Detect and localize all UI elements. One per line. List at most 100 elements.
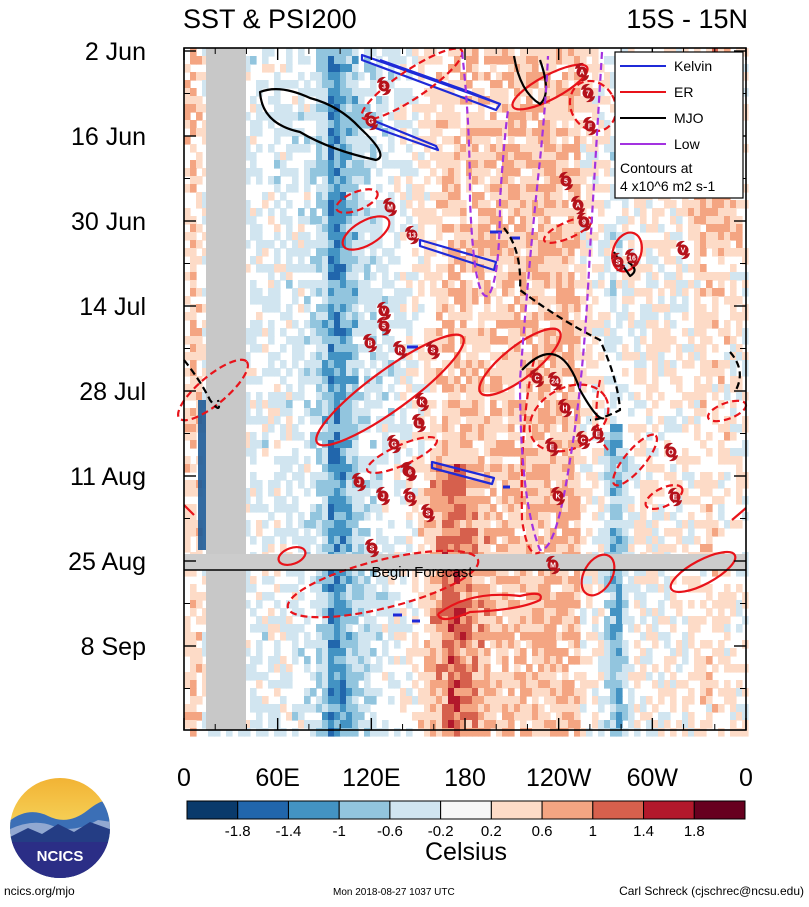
mjo-dashed-contour [503, 227, 622, 422]
tropical-cyclone-marker: F [583, 116, 597, 136]
colorbar-swatch [541, 800, 594, 820]
colorbar-swatch [592, 800, 645, 820]
colorbar-tick-label: -1.8 [225, 823, 251, 840]
tropical-cyclone-marker: G [364, 111, 378, 131]
colorbar-tick-label: -0.6 [377, 823, 403, 840]
kelvin-contour [369, 118, 440, 152]
colorbar-swatch [440, 800, 492, 820]
cold-anomaly-strip [198, 400, 206, 550]
tropical-cyclone-marker: A [571, 195, 585, 215]
colorbar-tick-label: -1 [333, 823, 346, 840]
tropical-cyclone-marker: L [412, 413, 426, 433]
tropical-cyclone-marker: 7 [581, 83, 595, 103]
footer-website: ncics.org/mjo [4, 884, 75, 898]
legend-label-er: ER [674, 84, 693, 100]
x-tick-label: 0 [739, 764, 753, 792]
er-contour [669, 550, 737, 594]
kelvin-contour [360, 53, 502, 112]
colorbar-swatch [186, 800, 239, 820]
tropical-cyclone-marker: S [426, 340, 440, 360]
land-mask [206, 48, 246, 730]
colorbar-swatch [693, 800, 746, 820]
footer-timestamp: Mon 2018-08-27 1037 UTC [333, 887, 455, 898]
y-tick-label: 14 Jul [79, 293, 146, 321]
tropical-cyclone-marker: 5 [377, 316, 391, 336]
kelvin-contour [379, 58, 501, 106]
er-contour [436, 592, 542, 621]
tropical-cyclone-marker: 16 [625, 248, 639, 268]
er-contour [183, 504, 195, 516]
mjo-contour [521, 352, 605, 420]
x-tick-label: 60E [255, 764, 299, 792]
colorbar-label: Celsius [425, 838, 507, 866]
er-dashed-contour [611, 433, 659, 487]
colorbar-swatch [490, 800, 543, 820]
er-contour [341, 215, 391, 251]
x-tick-label: 0 [177, 764, 191, 792]
tropical-cyclone-marker: M [383, 197, 397, 217]
axes: 2 Jun 16 Jun 30 Jun 14 Jul 28 Jul 11 Aug 25 Au… [68, 38, 753, 792]
colorbar-tick-label: 1.4 [633, 823, 654, 840]
tropical-cyclone-marker: 24 [548, 371, 562, 391]
tropical-cyclone-marker: E [591, 424, 605, 444]
tropical-cyclone-marker: S [365, 538, 379, 558]
tropical-cyclone-marker: 5 [559, 171, 573, 191]
tropical-cyclone-marker: S [421, 503, 435, 523]
er-contour [277, 545, 307, 567]
y-tick-label: 16 Jun [71, 123, 146, 151]
colorbar-swatch [643, 800, 695, 820]
legend-label-mjo: MJO [674, 110, 704, 126]
colorbar-swatch [338, 800, 391, 820]
tropical-cyclone-marker: A [575, 62, 589, 82]
tropical-cyclone-marker: C [576, 430, 590, 450]
colorbar-tick-label: 0.2 [481, 823, 502, 840]
tropical-cyclone-marker: G [403, 487, 417, 507]
mjo-contour [512, 55, 548, 106]
legend-label-low: Low [674, 136, 701, 152]
tropical-cyclone-marker: V [676, 240, 690, 260]
legend-box [614, 51, 744, 199]
y-tick-label: 28 Jul [79, 378, 146, 406]
colorbar-tick-label: 0.6 [532, 823, 553, 840]
tropical-cyclone-marker: K [551, 486, 565, 506]
mjo-dashed-contour [729, 351, 741, 391]
tropical-cyclone-marker: R [393, 340, 407, 360]
tropical-cyclone-marker: 6 [403, 462, 417, 482]
legend-note-2: 4 x10^6 m2 s-1 [620, 178, 715, 194]
er-dashed-contour [644, 483, 684, 511]
colorbar-swatch [237, 800, 289, 820]
x-tick-label: 60W [627, 764, 679, 792]
tropical-cyclone-marker: E [545, 437, 559, 457]
tropical-cyclone-marker: V [377, 301, 391, 321]
colorbar-tick-label: -1.4 [276, 823, 302, 840]
tropical-cyclone-marker: B [363, 333, 377, 353]
er-dashed-contour [595, 379, 609, 451]
tropical-cyclone-marker: 3 [377, 76, 391, 96]
tropical-cyclone-marker: M [546, 555, 560, 575]
tropical-cyclone-marker: J [352, 472, 366, 492]
y-tick-label: 25 Aug [68, 548, 146, 576]
er-contour [731, 507, 747, 521]
legend-note-1: Contours at [620, 160, 692, 176]
tropical-cyclone-marker: J [376, 486, 390, 506]
er-dashed-contour [520, 359, 541, 555]
tropical-cyclone-marker: 13 [405, 225, 419, 245]
tropical-cyclone-marker: G [387, 434, 401, 454]
x-tick-label: 120W [526, 764, 592, 792]
chart-region-label: 15S - 15N [626, 4, 748, 34]
er-dashed-contour [177, 358, 249, 422]
mjo-contour [258, 87, 382, 162]
footer-author: Carl Schreck (cjschrec@ncsu.edu) [619, 884, 804, 898]
y-tick-label: 30 Jun [71, 208, 146, 236]
tropical-cyclone-marker: S [611, 252, 625, 272]
er-dashed-contour [568, 79, 618, 133]
colorbar: -1.8 -1.4 -1 -0.6 -0.2 0.2 0.6 1 1.4 1.8 Celsius [186, 800, 746, 866]
kelvin-contour [418, 238, 498, 272]
colorbar-tick-label: 1 [589, 823, 597, 840]
er-contour [580, 553, 616, 597]
er-dashed-contour [335, 188, 379, 214]
y-tick-label: 8 Sep [81, 633, 146, 661]
mjo-dashed-contour [183, 359, 221, 410]
